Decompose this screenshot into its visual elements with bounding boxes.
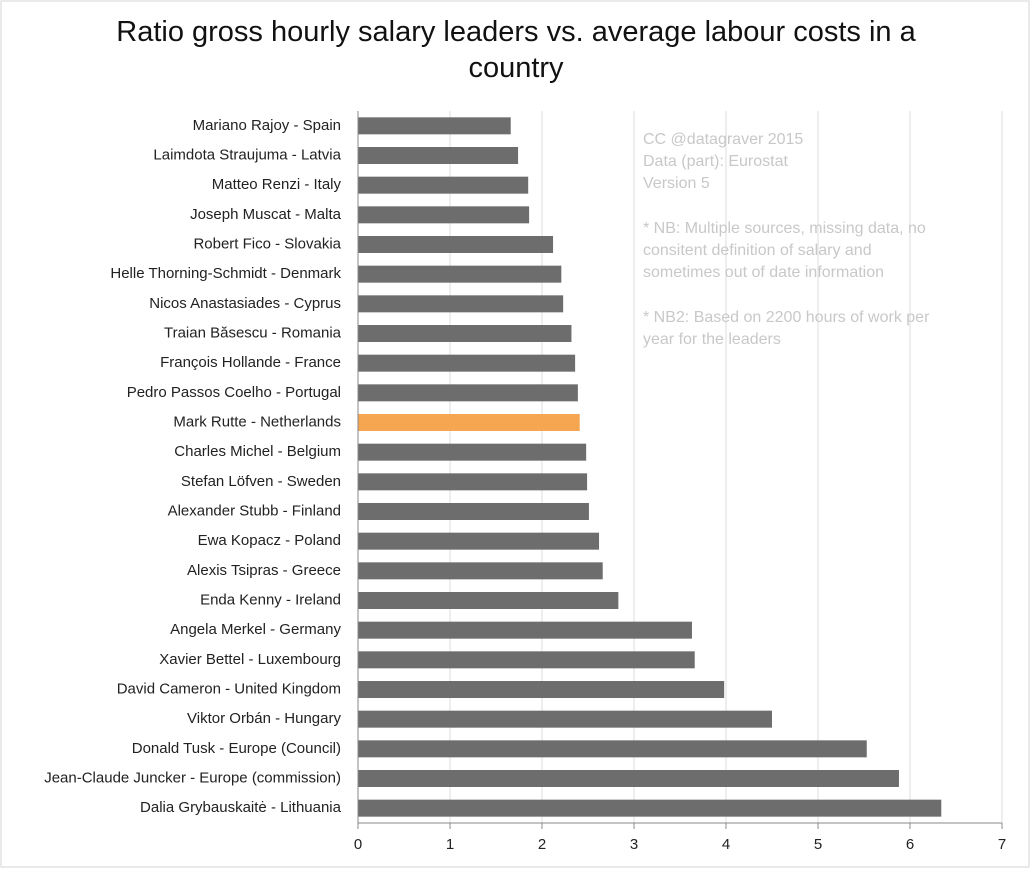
x-tick-label: 7 — [998, 836, 1006, 853]
bar — [358, 799, 942, 817]
y-tick-label: Viktor Orbán - Hungary — [187, 710, 341, 727]
bar — [358, 325, 572, 342]
bar — [358, 206, 530, 224]
y-tick-label: Xavier Bettel - Luxembourg — [159, 651, 341, 668]
bar — [358, 651, 695, 669]
annotation: Data (part): Eurostat — [643, 153, 789, 170]
bar — [358, 621, 692, 639]
bar — [358, 117, 511, 135]
bar — [358, 236, 554, 253]
bar — [358, 176, 529, 194]
y-tick-label: Angela Merkel - Germany — [170, 621, 341, 638]
x-tick-label: 5 — [814, 836, 822, 853]
y-tick-label: Charles Michel - Belgium — [174, 443, 341, 460]
bar — [358, 681, 725, 698]
chart-title: Ratio gross hourly salary leaders vs. av… — [116, 16, 916, 84]
bar — [358, 503, 589, 520]
y-tick-label: Stefan Löfven - Sweden — [181, 473, 341, 490]
y-tick-label: Matteo Renzi - Italy — [212, 176, 342, 193]
annotation: year for the leaders — [643, 331, 781, 348]
bar — [358, 710, 772, 728]
bar — [358, 147, 519, 164]
annotation: Version 5 — [643, 175, 710, 192]
x-tick-label: 6 — [906, 836, 914, 853]
bar — [358, 295, 564, 313]
x-tick-label: 1 — [446, 836, 454, 853]
y-tick-label: Alexander Stubb - Finland — [168, 502, 341, 519]
bar — [358, 265, 562, 283]
bar — [358, 414, 580, 431]
y-tick-label: Alexis Tsipras - Greece — [187, 562, 341, 579]
bar — [358, 443, 587, 461]
y-tick-label: François Hollande - France — [160, 354, 341, 371]
annotation: CC @datagraver 2015 — [643, 131, 803, 148]
y-tick-label: Jean-Claude Juncker - Europe (commission… — [44, 769, 341, 786]
x-tick-label: 0 — [354, 836, 362, 853]
bar — [358, 592, 619, 609]
bar — [358, 740, 867, 758]
y-tick-label: Robert Fico - Slovakia — [193, 235, 341, 252]
y-tick-label: Laimdota Straujuma - Latvia — [153, 146, 341, 163]
bar — [358, 384, 578, 402]
bar — [358, 354, 576, 372]
bar — [358, 473, 588, 491]
y-tick-label: Joseph Muscat - Malta — [190, 206, 342, 223]
y-tick-label: David Cameron - United Kingdom — [117, 680, 341, 697]
y-tick-label: Nicos Anastasiades - Cyprus — [149, 295, 341, 312]
bar — [358, 532, 600, 550]
x-tick-label: 4 — [722, 836, 730, 853]
y-tick-label: Enda Kenny - Ireland — [200, 591, 341, 608]
y-tick-label: Mariano Rajoy - Spain — [193, 117, 341, 134]
y-tick-label: Dalia Grybauskaitė - Lithuania — [140, 799, 342, 816]
x-tick-label: 3 — [630, 836, 638, 853]
annotation: consitent definition of salary and — [643, 242, 872, 259]
y-tick-label: Helle Thorning-Schmidt - Denmark — [110, 265, 341, 282]
annotation: sometimes out of date information — [643, 264, 884, 281]
y-tick-label: Mark Rutte - Netherlands — [173, 413, 341, 430]
y-tick-label: Donald Tusk - Europe (Council) — [132, 740, 341, 757]
y-tick-label: Traian Băsescu - Romania — [164, 324, 342, 341]
y-tick-label: Pedro Passos Coelho - Portugal — [127, 384, 341, 401]
bar — [358, 770, 899, 787]
bar — [358, 562, 603, 580]
y-tick-label: Ewa Kopacz - Poland — [198, 532, 341, 549]
x-tick-label: 2 — [538, 836, 546, 853]
annotation: * NB2: Based on 2200 hours of work per — [643, 309, 930, 326]
annotation: * NB: Multiple sources, missing data, no — [643, 220, 926, 237]
